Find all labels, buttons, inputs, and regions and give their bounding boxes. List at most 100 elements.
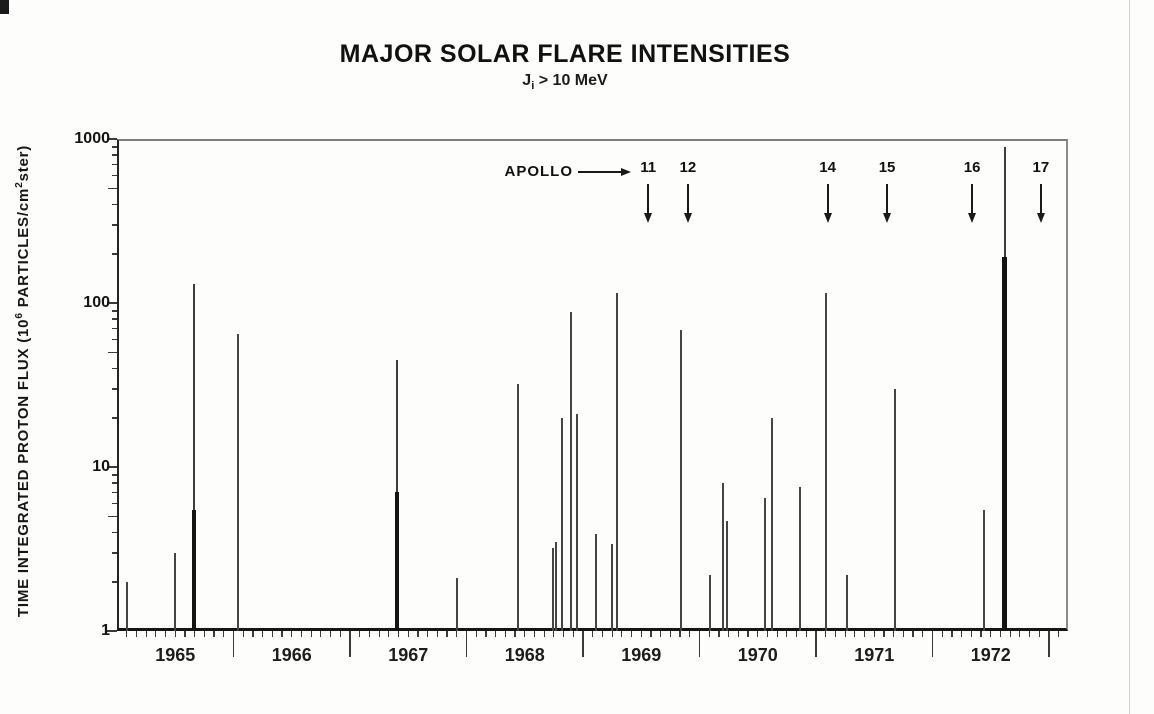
x-month-tick — [135, 631, 137, 637]
x-month-tick — [893, 631, 895, 637]
x-year-boundary-tick — [349, 631, 351, 657]
y-minor-tick — [112, 146, 117, 148]
x-year-label-1971: 1971 — [854, 645, 895, 665]
y-tick-label-100: 100 — [83, 294, 110, 311]
x-month-tick — [378, 631, 380, 637]
scan-corner-artifact — [0, 0, 9, 14]
x-month-tick — [1009, 631, 1011, 637]
y-minor-tick — [112, 531, 117, 534]
x-month-tick — [572, 631, 574, 637]
x-month-tick — [795, 631, 798, 637]
x-month-tick — [291, 631, 293, 637]
flare-bar — [570, 312, 573, 631]
x-month-tick — [388, 631, 390, 637]
x-month-tick — [951, 631, 953, 637]
y-major-tick — [107, 138, 117, 141]
flare-bar — [237, 333, 240, 631]
flare-bar — [798, 487, 801, 631]
x-year-label-1972: 1972 — [970, 645, 1011, 665]
x-month-tick — [922, 631, 924, 637]
x-month-tick — [766, 631, 769, 637]
x-month-tick — [660, 631, 662, 637]
x-month-tick — [776, 631, 778, 637]
y-major-tick — [107, 302, 117, 305]
flare-bar — [551, 548, 554, 631]
apollo-14-arrow-head-icon — [823, 213, 832, 223]
x-month-tick — [300, 631, 303, 637]
x-month-tick — [271, 631, 273, 637]
y-minor-tick — [112, 318, 117, 320]
x-year-label-1966: 1966 — [271, 645, 312, 665]
apollo-11-arrow-shaft — [647, 184, 650, 214]
x-month-tick — [747, 631, 749, 637]
y-minor-tick — [112, 417, 117, 419]
y-minor-tick — [112, 581, 117, 583]
apollo-right-arrow-shaft — [578, 171, 622, 173]
flare-bar — [982, 509, 985, 631]
y-minor-tick — [112, 154, 117, 156]
y-axis-label-exponent-6: 6 — [14, 312, 25, 319]
y-minor-tick — [108, 351, 117, 354]
flare-bar — [726, 520, 729, 631]
x-month-tick — [961, 631, 963, 637]
y-axis-label-text2: PARTICLES/cm — [15, 187, 32, 313]
flare-bar — [126, 581, 129, 631]
apollo-16-arrow-head-icon — [968, 213, 977, 223]
x-month-tick — [805, 631, 807, 637]
x-month-tick — [495, 631, 497, 637]
y-minor-tick — [112, 224, 117, 226]
apollo-12-arrow-head-icon — [683, 213, 692, 223]
x-month-tick — [1028, 631, 1031, 637]
x-month-tick — [669, 631, 671, 637]
apollo-label: APOLLO — [504, 163, 573, 180]
flare-bar — [594, 534, 597, 631]
flare-bar — [611, 543, 614, 631]
apollo-11-arrow-head-icon — [644, 213, 653, 223]
x-year-boundary-tick — [931, 631, 934, 657]
x-month-tick — [553, 631, 555, 637]
x-month-tick — [912, 631, 914, 637]
x-month-tick — [592, 631, 594, 637]
y-axis-label-exponent-2: 2 — [14, 181, 25, 188]
x-month-tick — [368, 631, 370, 637]
chart-subtitle: Ji > 10 MeV — [115, 72, 1015, 92]
x-month-tick — [310, 631, 312, 637]
x-month-tick — [533, 631, 536, 637]
x-month-tick — [990, 631, 992, 637]
x-year-label-1968: 1968 — [504, 645, 545, 665]
y-major-tick — [107, 630, 117, 633]
apollo-17-arrow-shaft — [1039, 184, 1042, 214]
x-month-tick — [562, 631, 565, 637]
x-month-tick — [524, 631, 526, 637]
apollo-12-label: 12 — [679, 159, 697, 176]
x-month-tick — [194, 631, 196, 637]
x-month-tick — [679, 631, 681, 637]
x-month-tick — [223, 631, 225, 637]
apollo-16-arrow-shaft — [971, 184, 974, 214]
x-year-label-1969: 1969 — [621, 645, 662, 665]
x-month-tick — [164, 631, 167, 637]
flare-bar — [679, 330, 682, 631]
x-month-tick — [417, 631, 419, 637]
y-minor-tick — [112, 174, 117, 177]
plot-area — [117, 139, 1068, 631]
flare-bar — [576, 414, 579, 631]
x-month-tick — [941, 631, 943, 637]
flare-bar — [555, 541, 558, 631]
x-month-tick — [601, 631, 603, 637]
x-month-tick — [329, 631, 332, 637]
flare-bar — [561, 417, 564, 631]
flare-bar — [174, 552, 177, 631]
flare-bar — [721, 482, 724, 631]
y-minor-tick — [112, 163, 117, 166]
y-minor-tick — [112, 502, 117, 505]
y-minor-tick — [108, 515, 117, 518]
y-minor-tick — [112, 367, 117, 370]
x-month-tick — [718, 631, 720, 637]
x-year-boundary-tick — [232, 631, 235, 657]
x-month-tick — [407, 631, 409, 637]
apollo-14-label: 14 — [819, 159, 836, 176]
x-month-tick — [1019, 631, 1021, 637]
x-month-tick — [145, 631, 147, 637]
